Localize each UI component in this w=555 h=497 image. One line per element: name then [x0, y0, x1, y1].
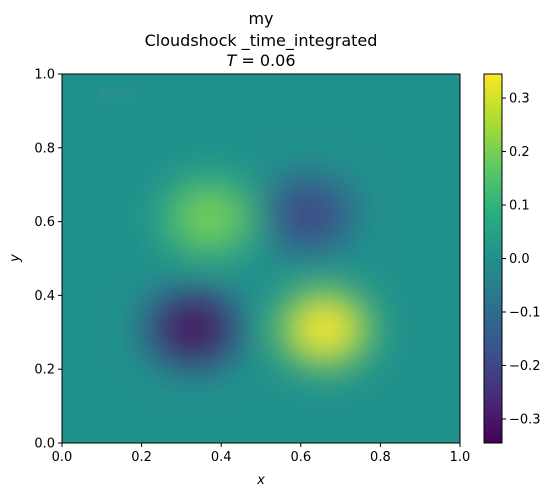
x-tick-label: 0.2 — [131, 450, 152, 465]
heatmap-feature-core — [179, 191, 240, 244]
heatmap-feature-1 — [258, 172, 359, 257]
heatmap-cells — [143, 172, 375, 371]
x-tick-label: 0.8 — [370, 450, 391, 465]
x-axis-label: x — [256, 473, 265, 488]
time-value: = 0.06 — [241, 51, 296, 70]
colorbar-tick-label: −0.3 — [509, 412, 541, 427]
heatmap-background — [62, 74, 460, 443]
plot-frame — [61, 73, 461, 444]
chart-title-time: T = 0.06 — [62, 51, 460, 70]
colorbar-tick-label: 0.2 — [509, 145, 530, 160]
plot-area — [62, 74, 460, 443]
x-tick-label: 0.4 — [211, 450, 232, 465]
watermark-text: 8006c — [99, 87, 133, 100]
heatmap-feature-core — [278, 188, 339, 241]
colorbar-tick-label: 0.3 — [509, 92, 530, 107]
y-tick-label: 0.2 — [34, 363, 55, 378]
colorbar — [484, 74, 502, 443]
x-axis: 0.0 0.2 0.4 0.6 0.8 1.0 — [52, 443, 471, 465]
colorbar-tick-label: 0.0 — [509, 252, 530, 267]
y-tick-label: 0.6 — [34, 215, 55, 230]
heatmap-feature-core — [163, 302, 224, 355]
y-tick-label: 0.0 — [34, 437, 55, 452]
colorbar-tick-label: −0.1 — [509, 305, 541, 320]
heatmap-feature-0 — [159, 175, 260, 260]
chart-title-line-1: my — [248, 9, 274, 28]
y-axis: 0.0 0.2 0.4 0.6 0.8 1.0 — [34, 68, 62, 452]
time-variable: T — [226, 51, 237, 70]
colorbar-tick-label: 0.1 — [509, 199, 530, 214]
heatmap-feature-3 — [274, 286, 375, 371]
chart-title-line-2: Cloudshock _time_integrated — [144, 31, 378, 50]
y-tick-label: 1.0 — [34, 68, 55, 83]
heatmap-feature-core — [294, 302, 355, 355]
y-tick-label: 0.8 — [34, 141, 55, 156]
x-tick-label: 0.6 — [290, 450, 311, 465]
colorbar-ticks: −0.3 −0.2 −0.1 0.0 0.1 0.2 0.3 — [502, 92, 541, 427]
heatmap-feature-2 — [143, 286, 244, 371]
x-tick-label: 1.0 — [450, 450, 471, 465]
y-axis-label: y — [8, 254, 23, 263]
colorbar-tick-label: −0.2 — [509, 359, 541, 374]
x-tick-label: 0.0 — [52, 450, 73, 465]
y-tick-label: 0.4 — [34, 289, 55, 304]
